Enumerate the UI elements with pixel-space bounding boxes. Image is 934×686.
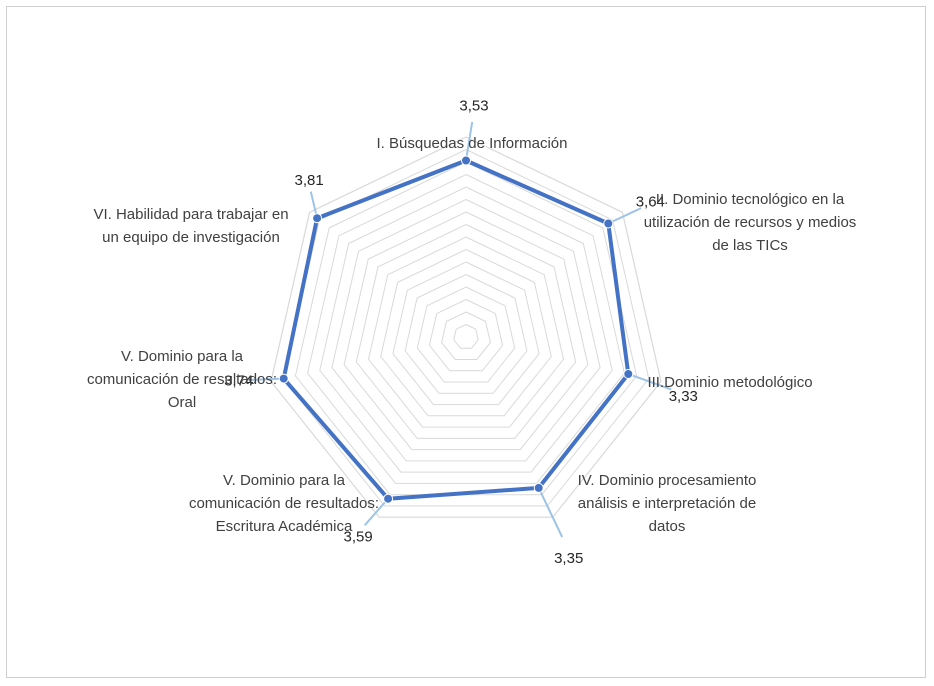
data-label: 3,53 (459, 98, 488, 115)
grid-ring (367, 236, 565, 428)
category-label: V. Dominio para la comunicación de result… (189, 472, 379, 535)
data-label: 3,59 (343, 529, 372, 546)
category-label: I. Búsquedas de Información (377, 135, 568, 152)
data-label-leader (248, 377, 284, 381)
data-point (278, 373, 289, 384)
grid-ring (307, 173, 625, 484)
data-label-leader (537, 487, 564, 538)
data-label: 3,35 (554, 550, 583, 567)
data-label-leader (363, 498, 389, 526)
data-label-leader (465, 121, 474, 161)
category-label: III.Dominio metodológico (647, 374, 812, 391)
grid-ring (404, 273, 528, 394)
grid-ring (453, 323, 479, 349)
data-point (623, 369, 634, 379)
data-label: 3,81 (294, 172, 323, 189)
grid-ring (441, 311, 491, 360)
radar-grid (270, 136, 662, 518)
category-label: V. Dominio para la comunicación de result… (87, 348, 277, 411)
data-label-leader (627, 373, 672, 391)
data-label: 3,33 (669, 388, 698, 405)
chart-frame: 3,53 3,64 3,33 3,35 3,59 3,74 3,81 I. Búsquedas… (6, 6, 926, 678)
grid-ring (331, 198, 601, 462)
data-point (461, 155, 471, 166)
grid-ring (343, 211, 589, 451)
category-label: II. Dominio tecnológico en la utilización… (644, 191, 857, 254)
grid-ring (392, 261, 540, 406)
grid-ring (355, 223, 577, 439)
grid-ring (282, 148, 650, 507)
data-point (603, 218, 614, 229)
radar-chart: 3,53 3,64 3,33 3,35 3,59 3,74 3,81 I. Búsquedas… (87, 98, 857, 567)
data-label: 3,64 (636, 194, 665, 211)
grid-ring (428, 298, 504, 372)
grid-ring (416, 286, 516, 383)
data-point (312, 213, 323, 224)
grid-ring (319, 186, 613, 473)
series-line (281, 158, 631, 501)
data-point (383, 493, 394, 504)
data-label: 3,74 (224, 373, 253, 390)
category-label: IV. Dominio procesamiento análisis e inte… (578, 472, 757, 535)
grid-ring (270, 136, 662, 518)
data-point (533, 482, 544, 493)
category-label: VI. Habilidad para trabajar en un equipo … (93, 206, 288, 246)
data-label-leader (607, 207, 642, 225)
grid-ring (380, 248, 552, 417)
